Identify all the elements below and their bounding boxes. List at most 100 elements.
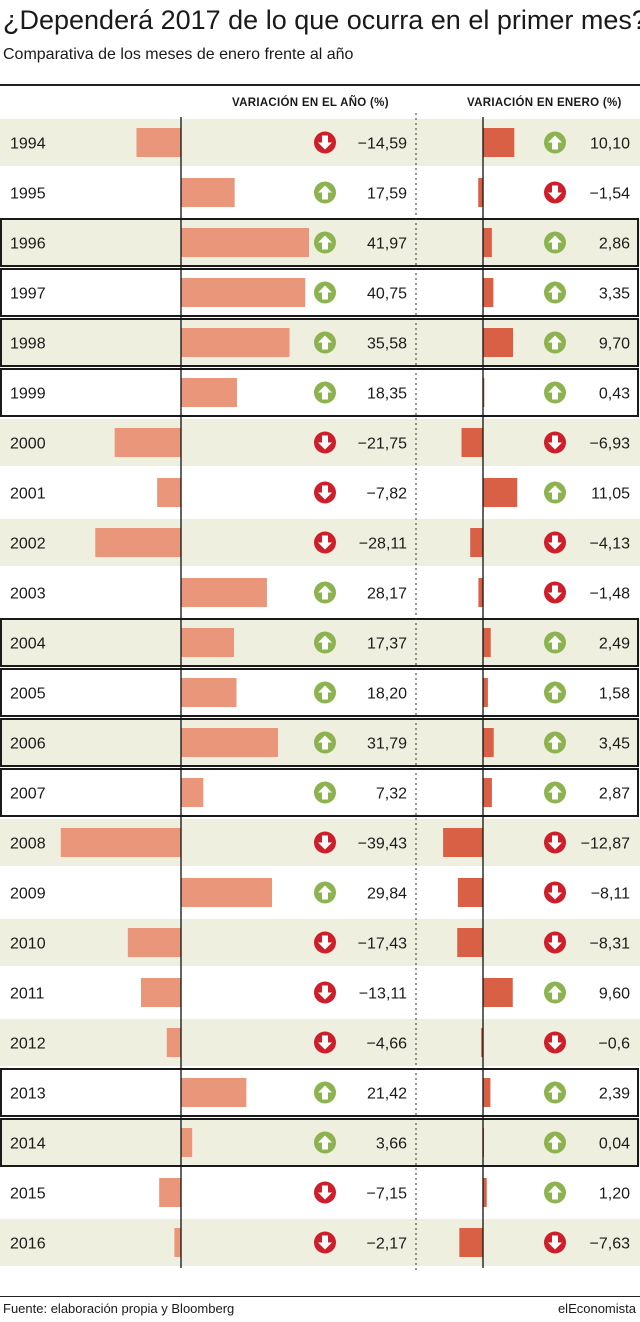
bar-january-variation — [470, 528, 483, 557]
arrow-up-icon — [314, 731, 336, 754]
year-label: 2006 — [10, 736, 46, 753]
value-year-variation: 3,66 — [376, 1136, 407, 1153]
arrow-up-icon — [544, 631, 566, 654]
year-label: 2000 — [10, 436, 46, 453]
bar-january-variation — [457, 878, 483, 907]
value-january-variation: 9,60 — [599, 986, 630, 1003]
value-year-variation: 17,59 — [367, 186, 407, 203]
arrow-up-icon — [314, 681, 336, 704]
value-year-variation: −13,11 — [359, 986, 407, 1003]
arrow-up-icon — [544, 381, 566, 404]
bar-year-variation — [166, 1028, 181, 1057]
value-january-variation: 0,43 — [599, 386, 630, 403]
arrow-down-icon — [314, 131, 336, 154]
value-january-variation: 3,45 — [599, 736, 630, 753]
arrow-down-icon — [314, 481, 336, 504]
bar-january-variation — [478, 178, 483, 207]
bottom-rule — [0, 1296, 640, 1297]
bar-january-variation — [461, 428, 483, 457]
value-year-variation: 41,97 — [367, 236, 407, 253]
bar-year-variation — [136, 128, 181, 157]
value-year-variation: −21,75 — [358, 436, 407, 453]
value-year-variation: 31,79 — [367, 736, 407, 753]
year-label: 2008 — [10, 836, 46, 853]
bar-year-variation — [181, 878, 273, 907]
year-label: 2016 — [10, 1236, 46, 1253]
bar-january-variation — [483, 128, 515, 157]
arrow-down-icon — [314, 531, 336, 554]
bar-january-variation — [483, 328, 514, 357]
bar-january-variation — [457, 928, 483, 957]
arrow-up-icon — [544, 781, 566, 804]
bar-january-variation — [483, 628, 491, 657]
value-january-variation: −0,6 — [598, 1036, 630, 1053]
bar-year-variation — [181, 228, 310, 257]
value-january-variation: −1,48 — [590, 586, 631, 603]
value-year-variation: 28,17 — [367, 586, 407, 603]
year-label: 2011 — [10, 986, 45, 1003]
year-label: 1997 — [10, 286, 46, 303]
year-label: 1995 — [10, 186, 46, 203]
bar-january-variation — [443, 828, 483, 857]
bar-year-variation — [181, 578, 267, 607]
bar-january-variation — [483, 728, 494, 757]
year-label: 2012 — [10, 1036, 46, 1053]
arrow-up-icon — [544, 681, 566, 704]
value-january-variation: −12,87 — [581, 836, 630, 853]
year-label: 1996 — [10, 236, 46, 253]
bar-year-variation — [95, 528, 181, 557]
value-year-variation: −39,43 — [358, 836, 407, 853]
arrow-down-icon — [314, 1181, 336, 1204]
arrow-down-icon — [544, 181, 566, 204]
bar-year-variation — [181, 678, 237, 707]
bar-january-variation — [483, 778, 492, 807]
arrow-down-icon — [544, 1031, 566, 1054]
arrow-up-icon — [314, 231, 336, 254]
value-year-variation: 18,20 — [367, 686, 407, 703]
arrow-up-icon — [544, 331, 566, 354]
bar-january-variation — [481, 1028, 483, 1057]
value-year-variation: −17,43 — [358, 936, 407, 953]
arrow-down-icon — [314, 931, 336, 954]
year-label: 2014 — [10, 1136, 46, 1153]
bar-january-variation — [483, 228, 492, 257]
bar-january-variation — [483, 1078, 491, 1107]
value-year-variation: 17,37 — [367, 636, 407, 653]
source-note: Fuente: elaboración propia y Bloomberg — [3, 1301, 235, 1316]
bar-january-variation — [483, 978, 513, 1007]
year-label: 1999 — [10, 386, 46, 403]
arrow-up-icon — [544, 1131, 566, 1154]
year-label: 2004 — [10, 636, 46, 653]
row-outline — [0, 368, 639, 417]
chart-title: ¿Dependerá 2017 de lo que ocurra en el p… — [3, 5, 640, 35]
bar-year-variation — [157, 478, 181, 507]
row-outline — [0, 1068, 639, 1117]
bar-january-variation — [483, 478, 518, 507]
arrow-down-icon — [544, 1231, 566, 1254]
row-outline — [0, 618, 639, 667]
bar-year-variation — [181, 728, 278, 757]
arrow-up-icon — [544, 231, 566, 254]
value-year-variation: −4,66 — [367, 1036, 408, 1053]
arrow-down-icon — [314, 431, 336, 454]
value-january-variation: −4,13 — [590, 536, 631, 553]
year-label: 2015 — [10, 1186, 46, 1203]
bar-year-variation — [114, 428, 181, 457]
row-outline — [0, 768, 639, 817]
row-outline — [0, 1118, 639, 1167]
arrow-up-icon — [314, 581, 336, 604]
arrow-up-icon — [544, 731, 566, 754]
bar-january-variation — [483, 1178, 487, 1207]
arrow-down-icon — [544, 931, 566, 954]
arrow-down-icon — [544, 831, 566, 854]
row-outline — [0, 668, 639, 717]
value-january-variation: 1,58 — [599, 686, 630, 703]
bar-january-variation — [459, 1228, 483, 1257]
bar-year-variation — [127, 928, 181, 957]
value-year-variation: 21,42 — [367, 1086, 407, 1103]
bar-january-variation — [478, 578, 483, 607]
value-year-variation: 35,58 — [367, 336, 407, 353]
bar-year-variation — [159, 1178, 181, 1207]
bar-year-variation — [181, 328, 290, 357]
